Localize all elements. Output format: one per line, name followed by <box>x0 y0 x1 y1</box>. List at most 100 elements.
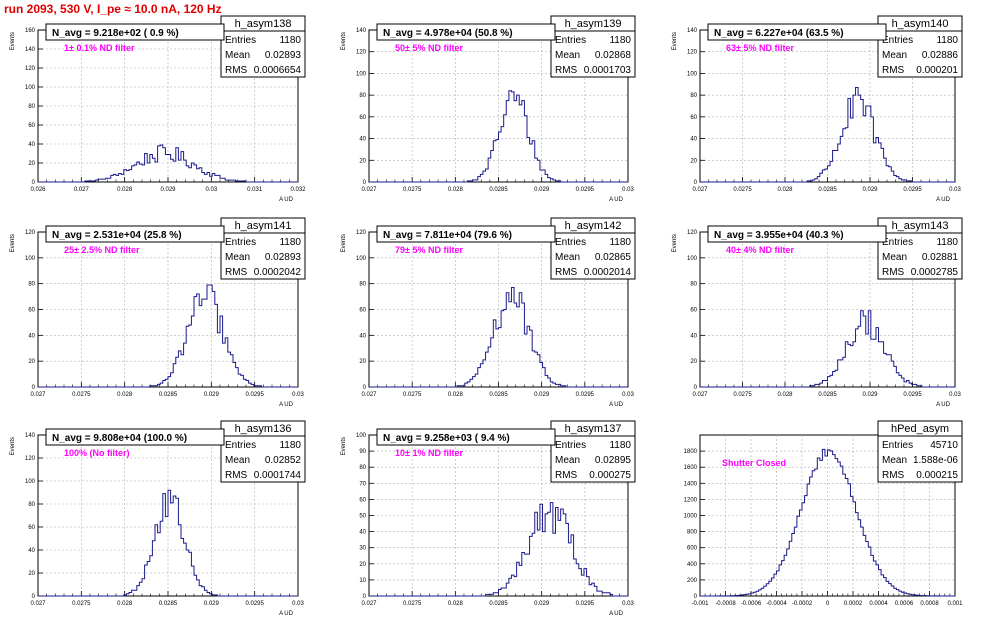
x-tick-label: 0.0295 <box>903 187 922 193</box>
x-tick-label: -0.0006 <box>741 601 762 607</box>
x-tick-label: 0.029 <box>204 601 220 607</box>
stat-value: 45710 <box>930 440 958 451</box>
y-tick-label: 0 <box>694 180 698 186</box>
y-axis-title: Events <box>10 32 16 50</box>
stat-label: RMS <box>555 65 578 76</box>
navg-label-box: N_avg = 9.218e+02 ( 0.9 %) <box>45 23 225 41</box>
navg-label: N_avg = 2.531e+04 (25.8 %) <box>52 230 182 241</box>
y-axis-title: Events <box>10 437 16 455</box>
x-tick-label: 0.0275 <box>72 601 91 607</box>
y-tick-label: 140 <box>356 28 367 34</box>
stats-box-frame <box>550 420 636 483</box>
x-tick-label: 0.027 <box>692 187 708 193</box>
stat-label: Mean <box>555 455 580 466</box>
y-tick-label: 0 <box>694 594 698 600</box>
stats-box-frame <box>877 420 963 483</box>
y-tick-label: 120 <box>25 66 36 72</box>
histogram-series <box>700 87 955 183</box>
x-tick-label: 0.0004 <box>869 601 888 607</box>
y-tick-label: 0 <box>32 594 36 600</box>
stat-value: 0.000215 <box>916 470 958 481</box>
stat-value: 0.02893 <box>265 50 302 61</box>
x-tick-label: 0.0275 <box>403 187 422 193</box>
x-tick-label: 0.028 <box>448 187 464 193</box>
x-tick-label: 0.027 <box>692 392 708 398</box>
x-tick-label: -0.0004 <box>766 601 787 607</box>
stat-label: RMS <box>882 65 905 76</box>
histogram-name: h_asym138 <box>235 18 292 30</box>
stat-label: Entries <box>555 35 586 46</box>
stat-label: Entries <box>225 440 256 451</box>
stat-label: RMS <box>882 470 905 481</box>
y-tick-label: 80 <box>359 93 366 99</box>
stats-box-frame <box>220 15 306 78</box>
navg-label-box: N_avg = 4.978e+04 (50.8 %) <box>376 23 556 41</box>
x-tick-label: 0.029 <box>862 392 878 398</box>
x-tick-label: 0.028 <box>777 392 793 398</box>
histogram-series <box>38 284 298 388</box>
x-tick-label: 0.031 <box>247 187 263 193</box>
histogram-panel-h_asym142: 0.027 0.0275 0.028 0.0285 0.029 0.0295 0.03 0 20… <box>341 217 636 408</box>
histogram-series <box>38 144 298 183</box>
stat-label: Entries <box>225 35 256 46</box>
x-tick-label: 0.0285 <box>818 187 837 193</box>
y-tick-label: 100 <box>25 479 36 485</box>
y-tick-label: 100 <box>356 71 367 77</box>
stat-label: Entries <box>555 237 586 248</box>
stat-label: Mean <box>225 50 250 61</box>
y-tick-label: 200 <box>687 578 698 584</box>
x-tick-label: 0.0285 <box>159 601 178 607</box>
stat-label: RMS <box>555 470 578 481</box>
x-tick-label: 0.032 <box>290 187 306 193</box>
navg-label-box: N_avg = 2.531e+04 (25.8 %) <box>45 225 225 243</box>
x-tick-label: 0.0295 <box>576 392 595 398</box>
x-axis-title: A UD <box>279 402 294 408</box>
histogram-series <box>700 448 955 597</box>
histogram-panel-h_asym137: 0.027 0.0275 0.028 0.0285 0.029 0.0295 0.03 0 10… <box>341 420 636 617</box>
y-tick-label: 140 <box>687 28 698 34</box>
stats-box: h_asym137 Entries 1180 Mean 0.02895 RMS 0.0002… <box>550 420 636 483</box>
y-tick-label: 600 <box>687 546 698 552</box>
x-tick-label: 0.028 <box>117 187 133 193</box>
y-tick-label: 100 <box>356 433 367 439</box>
x-tick-label: 0.029 <box>160 187 176 193</box>
stat-value: 1180 <box>609 35 631 46</box>
x-tick-label: -0.0002 <box>792 601 813 607</box>
histogram-name: h_asym143 <box>892 220 949 232</box>
stat-value: 1180 <box>936 35 958 46</box>
y-tick-label: 20 <box>359 158 366 164</box>
y-tick-label: 40 <box>28 548 35 554</box>
x-tick-label: 0.0285 <box>818 392 837 398</box>
x-tick-label: 0.0008 <box>920 601 939 607</box>
filter-annotation: 100% (No filter) <box>64 448 130 458</box>
navg-label-box: N_avg = 7.811e+04 (79.6 %) <box>376 225 556 243</box>
navg-box-frame <box>376 23 556 41</box>
y-tick-label: 800 <box>687 530 698 536</box>
y-tick-label: 60 <box>359 115 366 121</box>
y-tick-label: 120 <box>25 230 36 236</box>
y-tick-label: 20 <box>28 161 35 167</box>
histogram-name: h_asym140 <box>892 18 949 30</box>
x-tick-label: 0.03 <box>622 187 634 193</box>
stat-value: 0.02895 <box>595 455 632 466</box>
navg-label-box: N_avg = 3.955e+04 (40.3 %) <box>707 225 887 243</box>
y-tick-label: 140 <box>25 433 36 439</box>
stats-box: h_asym142 Entries 1180 Mean 0.02865 RMS 0.0002… <box>550 217 636 280</box>
x-tick-label: 0.026 <box>30 187 46 193</box>
histogram-panel-h_asym138: 0.026 0.027 0.028 0.029 0.03 0.031 0.032 0 20 40 6… <box>10 15 306 203</box>
stats-box: h_asym140 Entries 1180 Mean 0.02886 RMS 0.0002… <box>877 15 963 78</box>
x-axis-title: A UD <box>936 402 951 408</box>
stat-label: Mean <box>555 252 580 263</box>
y-tick-label: 100 <box>687 71 698 77</box>
histogram-name: h_asym136 <box>235 423 292 435</box>
navg-label: N_avg = 4.978e+04 (50.8 %) <box>383 28 513 39</box>
y-tick-label: 80 <box>359 282 366 288</box>
filter-annotation: 79± 5% ND filter <box>395 245 463 255</box>
histogram-panel-h_asym136: 0.027 0.0275 0.028 0.0285 0.029 0.0295 0.03 0 20… <box>10 420 306 617</box>
stat-label: Mean <box>882 252 907 263</box>
x-tick-label: 0.027 <box>361 392 377 398</box>
stat-label: RMS <box>225 65 248 76</box>
stats-box: h_asym143 Entries 1180 Mean 0.02881 RMS 0.0002… <box>877 217 963 280</box>
navg-box-frame <box>707 23 887 41</box>
x-axis-title: A UD <box>609 402 624 408</box>
